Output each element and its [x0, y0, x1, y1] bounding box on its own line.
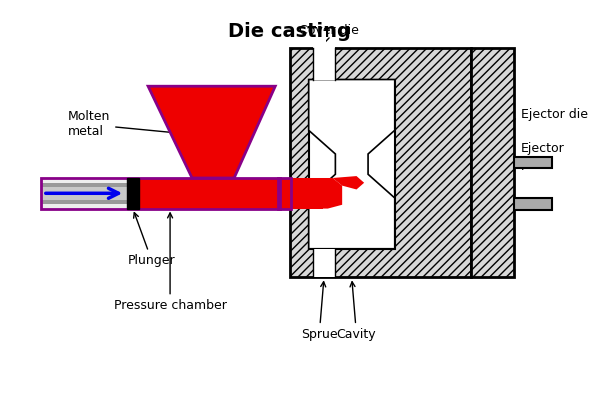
- Polygon shape: [332, 176, 364, 190]
- Text: Sprue: Sprue: [301, 282, 338, 341]
- Bar: [313, 249, 335, 277]
- Text: Ejector die: Ejector die: [485, 109, 588, 124]
- Bar: [41, 178, 280, 209]
- Bar: [313, 46, 335, 75]
- Bar: [278, 178, 292, 209]
- Bar: [514, 157, 553, 168]
- Text: Cavity: Cavity: [337, 282, 376, 341]
- Bar: [280, 178, 309, 209]
- Bar: [309, 79, 395, 249]
- Bar: [313, 251, 335, 277]
- Bar: [322, 31, 326, 50]
- Text: Cover die: Cover die: [299, 24, 359, 43]
- Polygon shape: [309, 79, 395, 249]
- Polygon shape: [148, 86, 275, 178]
- Bar: [41, 204, 280, 209]
- Text: Die casting: Die casting: [228, 22, 351, 41]
- Bar: [313, 48, 335, 79]
- Bar: [41, 178, 280, 183]
- Text: Molten
metal: Molten metal: [68, 111, 214, 138]
- Text: Ejector
pins: Ejector pins: [521, 142, 565, 170]
- Bar: [41, 200, 280, 204]
- Polygon shape: [304, 178, 342, 209]
- Bar: [313, 66, 335, 81]
- Bar: [41, 183, 280, 187]
- Bar: [127, 178, 139, 209]
- Bar: [290, 178, 323, 209]
- Bar: [313, 247, 335, 262]
- Bar: [139, 178, 282, 209]
- Bar: [290, 48, 471, 277]
- Text: Plunger: Plunger: [128, 213, 176, 267]
- Bar: [471, 48, 514, 277]
- Bar: [41, 178, 280, 209]
- Bar: [514, 198, 553, 209]
- Text: Pressure chamber: Pressure chamber: [113, 213, 227, 312]
